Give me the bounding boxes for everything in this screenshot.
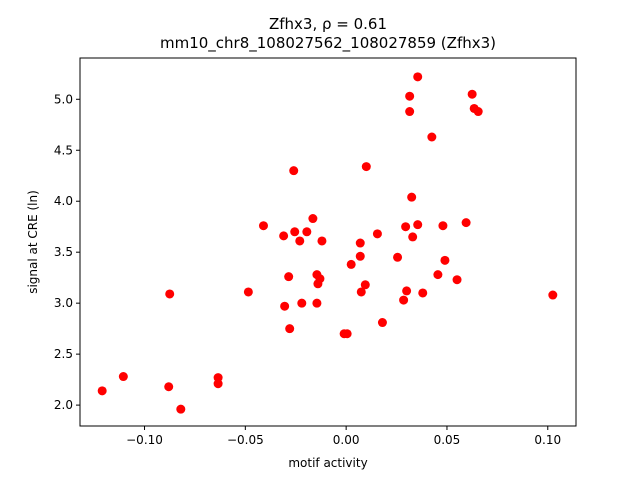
data-point-51 <box>467 89 477 99</box>
data-point-14 <box>290 227 300 237</box>
data-point-11 <box>284 272 294 282</box>
data-point-41 <box>408 232 418 242</box>
y-tick-label-2: 3.0 <box>54 296 73 310</box>
data-point-30 <box>360 280 370 290</box>
data-point-37 <box>402 286 412 296</box>
data-point-2 <box>164 382 174 392</box>
x-axis-label: motif activity <box>288 456 367 470</box>
y-tick-label-4: 4.0 <box>54 194 73 208</box>
data-point-40 <box>407 192 417 202</box>
plot-area-frame <box>79 57 577 427</box>
points-layer <box>97 72 558 414</box>
data-point-9 <box>279 231 289 241</box>
data-point-26 <box>346 259 356 269</box>
x-axis-ticks: −0.10 −0.05 0.00 0.05 0.10 <box>126 426 561 447</box>
data-point-49 <box>452 275 462 285</box>
data-point-7 <box>243 287 253 297</box>
y-tick-label-3: 3.5 <box>54 245 73 259</box>
data-point-42 <box>413 220 423 230</box>
data-point-45 <box>427 132 437 142</box>
data-point-22 <box>315 274 325 284</box>
data-point-18 <box>308 214 318 224</box>
chart-title: Zfhx3, ρ = 0.61 <box>269 15 387 33</box>
data-point-1 <box>118 372 128 382</box>
data-point-54 <box>548 290 558 300</box>
data-point-35 <box>399 295 409 305</box>
data-point-28 <box>355 251 365 261</box>
data-point-16 <box>297 298 307 308</box>
x-tick-label-1: −0.05 <box>227 433 264 447</box>
data-point-29 <box>356 287 366 297</box>
data-point-48 <box>440 255 450 265</box>
x-tick-label-3: 0.05 <box>434 433 461 447</box>
data-point-47 <box>438 221 448 231</box>
data-point-27 <box>355 238 365 248</box>
chart-subtitle: mm10_chr8_108027562_108027859 (Zfhx3) <box>160 34 496 53</box>
data-point-46 <box>433 270 443 280</box>
data-point-10 <box>280 301 290 311</box>
data-point-15 <box>295 236 305 246</box>
data-point-39 <box>405 107 415 117</box>
data-point-20 <box>312 298 322 308</box>
data-point-25 <box>342 329 352 339</box>
data-point-13 <box>289 166 299 176</box>
data-point-0 <box>97 386 107 396</box>
x-tick-label-2: 0.00 <box>333 433 360 447</box>
data-point-38 <box>405 91 415 101</box>
y-tick-label-5: 4.5 <box>54 143 73 157</box>
data-point-8 <box>258 221 268 231</box>
data-point-3 <box>165 289 175 299</box>
data-point-6 <box>213 373 223 383</box>
data-point-33 <box>377 318 387 328</box>
y-tick-label-1: 2.5 <box>54 347 73 361</box>
y-tick-label-0: 2.0 <box>54 398 73 412</box>
data-point-12 <box>285 324 295 334</box>
x-tick-label-4: 0.10 <box>534 433 561 447</box>
data-point-17 <box>302 227 312 237</box>
data-point-44 <box>418 288 428 298</box>
data-point-23 <box>317 236 327 246</box>
data-point-34 <box>393 252 403 262</box>
data-point-43 <box>413 72 423 82</box>
data-point-50 <box>461 218 471 228</box>
data-point-4 <box>176 404 186 414</box>
data-point-36 <box>401 222 411 232</box>
data-point-53 <box>473 107 483 117</box>
y-tick-label-6: 5.0 <box>54 92 73 106</box>
data-point-32 <box>372 229 382 239</box>
y-axis-ticks: 2.0 2.5 3.0 3.5 4.0 4.5 5.0 <box>54 92 80 412</box>
x-tick-label-0: −0.10 <box>126 433 163 447</box>
data-point-31 <box>361 162 371 172</box>
y-axis-label: signal at CRE (ln) <box>26 190 40 294</box>
